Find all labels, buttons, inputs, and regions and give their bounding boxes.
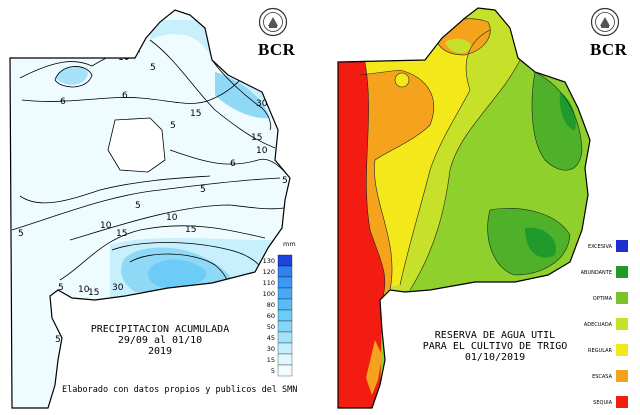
isoline-label: 10 [166,213,178,223]
isoline-label: 30 [256,99,268,109]
legend-label: REGULAR [588,348,612,354]
scale-label: 80 [267,301,275,309]
legend-swatch [616,266,628,278]
water-reserve-map-panel: EXCESIVA ABUNDANTE OPTIMA ADECUADA REGULAR ES… [320,0,640,415]
scale-unit: mm [283,240,296,248]
isoline-label: 5 [135,15,141,25]
scale-swatch [277,309,293,322]
brand-logo-text: BCR [590,40,628,59]
scale-swatch [277,331,293,344]
isoline-label: 5 [282,176,288,186]
water-reserve-map: EXCESIVA ABUNDANTE OPTIMA ADECUADA REGULAR ES… [337,7,628,409]
isoline-label: 10 [100,221,112,231]
isoline-label: 15 [190,109,201,119]
caption-date: 01/10/2019 [464,352,526,363]
isoline-label: 30 [112,283,124,293]
isoline-label: 5 [58,283,64,293]
legend-label: SEQUIA [593,400,612,406]
scale-swatch [277,298,293,311]
isoline-label: 6 [60,97,66,107]
scale-swatch [277,265,293,278]
isoline-label: 5 [200,185,206,195]
brand-logo-text: BCR [258,40,296,59]
scale-label: 5 [271,367,275,375]
water-reserve-legend: EXCESIVA ABUNDANTE OPTIMA ADECUADA REGULAR ES… [581,240,628,408]
legend-label: EXCESIVA [588,244,613,250]
scale-swatch [277,364,293,377]
isoline-label: 15 [88,288,99,298]
scale-swatch [277,342,293,355]
caption-year: 2019 [147,346,173,357]
precipitation-map-panel: 5 10 10 5 6 6 5 15 30 15 10 6 5 5 10 15 … [9,7,298,409]
legend-label: ESCASA [592,374,613,380]
isoline-label: 15 [185,225,196,235]
bcr-seal-logo [258,7,288,37]
caption-dates: 29/09 al 01/10 [117,335,203,346]
scale-swatch [277,320,293,333]
isoline-label: 15 [116,229,127,239]
data-credit: Elaborado con datos propios y publicos d… [62,385,298,395]
legend-swatch [616,396,628,408]
scale-swatch [277,287,293,300]
legend-swatch [616,292,628,304]
isoline-label: 5 [170,121,176,131]
legend-swatch [616,370,628,382]
isoline-label: 10 [256,146,268,156]
precipitation-map: 5 10 10 5 6 6 5 15 30 15 10 6 5 5 10 15 … [9,9,296,409]
bcr-seal-logo [590,7,620,37]
scale-swatch [277,254,293,267]
scale-label: 15 [267,356,275,364]
legend-label: ADECUADA [584,322,613,328]
scale-label: 45 [267,334,275,342]
scale-swatch [277,353,293,366]
isoline-label: 6 [122,91,128,101]
scale-label: 110 [263,279,275,287]
precipitation-color-scale: mm 130 120 110 100 80 60 50 45 30 15 5 [263,240,296,377]
isoline-label: 5 [150,63,156,73]
isoline-label: 10 [78,285,90,295]
legend-label: ABUNDANTE [581,270,612,276]
legend-swatch [616,240,628,252]
legend-swatch [616,344,628,356]
caption-title: RESERVA DE AGUA UTIL [434,330,556,341]
caption-title: PRECIPITACION ACUMULADA [90,324,230,335]
province-outline [337,7,591,409]
precipitation-caption: PRECIPITACION ACUMULADA 29/09 al 01/10 2… [70,324,250,357]
scale-label: 100 [263,290,275,298]
scale-label: 50 [267,323,275,331]
scale-label: 30 [267,345,275,353]
scale-label: 120 [263,268,275,276]
water-reserve-caption: RESERVA DE AGUA UTIL PARA EL CULTIVO DE … [410,330,580,363]
scale-label: 130 [263,257,275,265]
scale-swatch [277,276,293,289]
caption-subtitle: PARA EL CULTIVO DE TRIGO [422,341,568,352]
isoline-label: 6 [230,159,236,169]
isoline-label: 5 [135,201,141,211]
isoline-label: 5 [55,335,61,345]
isoline-label: 15 [251,133,262,143]
province-outline [9,9,291,409]
legend-label: OPTIMA [593,296,613,302]
legend-swatch [616,318,628,330]
scale-label: 60 [267,312,275,320]
isoline-label: 5 [18,229,24,239]
